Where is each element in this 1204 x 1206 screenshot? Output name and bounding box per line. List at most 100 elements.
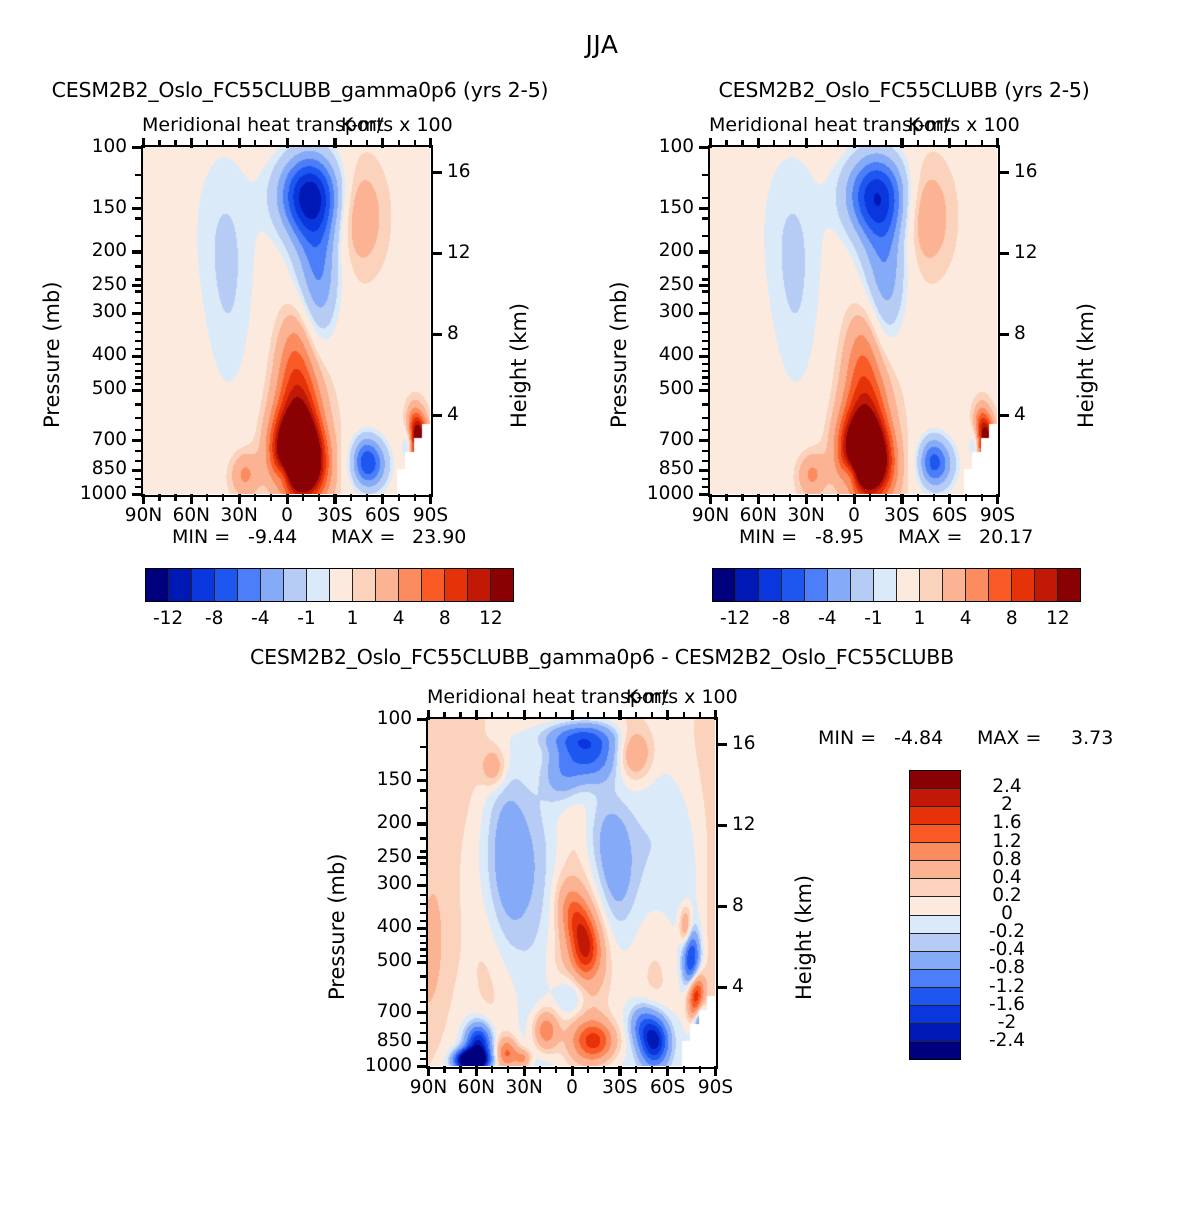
colorbar-swatch	[261, 569, 284, 601]
axis-tick	[773, 494, 776, 501]
axis-tick	[699, 468, 710, 472]
colorbar-swatch	[910, 807, 960, 826]
colorbar-swatch	[910, 879, 960, 898]
panel-1-subtitle-units: K-m/s x 100	[341, 114, 453, 136]
axis-tick	[189, 494, 194, 504]
axis-tick	[420, 893, 427, 896]
axis-tick	[429, 494, 433, 504]
axis-tick	[932, 140, 935, 147]
axis-tick	[420, 789, 427, 792]
colorbar-swatch	[910, 915, 960, 934]
axis-tick-label: 250	[658, 273, 694, 295]
axis-tick	[702, 173, 709, 177]
axis-tick	[420, 1049, 427, 1052]
axis-tick	[135, 416, 142, 419]
colorbar-swatch	[943, 569, 966, 601]
axis-tick	[413, 140, 416, 147]
axis-tick	[634, 712, 637, 719]
colorbar-swatch	[353, 569, 376, 601]
axis-tick	[417, 926, 428, 931]
axis-tick	[789, 140, 792, 147]
axis-tick	[698, 712, 701, 719]
axis-tick-label: 250	[376, 845, 412, 867]
panel-2-colorbar	[712, 568, 1081, 602]
axis-tick	[709, 138, 713, 148]
axis-tick	[420, 769, 427, 772]
axis-tick	[381, 494, 385, 504]
colorbar-swatch	[910, 1005, 960, 1024]
colorbar-swatch	[910, 861, 960, 880]
colorbar-tick-label: 1.2	[992, 830, 1022, 852]
panel-3-min-label: MIN =	[818, 727, 877, 749]
axis-tick	[716, 743, 727, 747]
colorbar-tick-label: -0.2	[988, 921, 1026, 943]
panel-1-min-value: -9.44	[248, 526, 298, 548]
axis-tick	[702, 362, 709, 365]
axis-tick	[852, 494, 856, 504]
panel-2-subtitle-variable: Meridional heat transport	[709, 114, 951, 136]
axis-tick	[702, 347, 709, 350]
axis-tick-label: 8	[732, 894, 744, 916]
colorbar-swatch	[910, 771, 960, 790]
axis-tick	[135, 403, 142, 406]
axis-tick	[443, 712, 446, 719]
axis-tick	[158, 140, 161, 147]
axis-tick	[420, 911, 427, 914]
axis-tick	[491, 1066, 494, 1073]
axis-tick	[417, 856, 428, 860]
colorbar-swatch	[1012, 569, 1035, 601]
axis-tick	[237, 494, 241, 504]
axis-tick	[916, 140, 919, 147]
axis-tick	[420, 941, 427, 944]
axis-tick-label: 12	[447, 241, 471, 263]
axis-tick-label: 200	[91, 239, 127, 261]
axis-tick	[932, 494, 935, 501]
axis-tick-label: 30S	[884, 505, 920, 526]
axis-tick	[135, 339, 142, 342]
axis-tick	[699, 146, 710, 150]
axis-tick	[349, 140, 352, 147]
colorbar-swatch	[910, 1041, 960, 1059]
axis-tick	[420, 862, 427, 865]
axis-tick	[522, 1066, 526, 1076]
axis-tick	[699, 354, 710, 359]
axis-tick	[702, 428, 709, 431]
panel-2-min-label: MIN =	[739, 526, 798, 548]
axis-tick	[254, 140, 257, 147]
axis-tick	[789, 494, 792, 501]
axis-tick	[699, 311, 710, 315]
colorbar-swatch	[215, 569, 238, 601]
axis-tick	[702, 450, 709, 453]
axis-tick	[964, 494, 967, 501]
axis-tick	[174, 140, 177, 147]
axis-tick	[431, 414, 442, 418]
colorbar-tick-label: 1	[346, 608, 359, 629]
axis-tick-label: 300	[376, 873, 412, 895]
axis-tick	[725, 140, 728, 147]
axis-tick-label: 90S	[697, 1077, 734, 1098]
axis-tick	[132, 439, 143, 443]
axis-tick-label: 500	[376, 950, 412, 972]
colorbar-swatch	[491, 569, 513, 601]
colorbar-swatch	[1058, 569, 1080, 601]
panel-1-max-value: 23.90	[412, 526, 467, 548]
colorbar-tick-label: -1.6	[988, 993, 1026, 1015]
axis-tick	[427, 710, 431, 720]
axis-tick	[602, 1066, 606, 1073]
axis-tick-label: 500	[91, 378, 127, 400]
axis-tick	[702, 382, 709, 386]
axis-tick	[333, 494, 337, 504]
axis-tick	[570, 1066, 574, 1076]
axis-tick-label: 4	[732, 975, 744, 997]
axis-tick	[618, 1066, 622, 1076]
axis-tick	[650, 1066, 653, 1073]
axis-tick-label: 60N	[172, 505, 211, 526]
colorbar-swatch	[169, 569, 192, 601]
axis-tick	[699, 207, 710, 211]
axis-tick	[522, 710, 526, 720]
